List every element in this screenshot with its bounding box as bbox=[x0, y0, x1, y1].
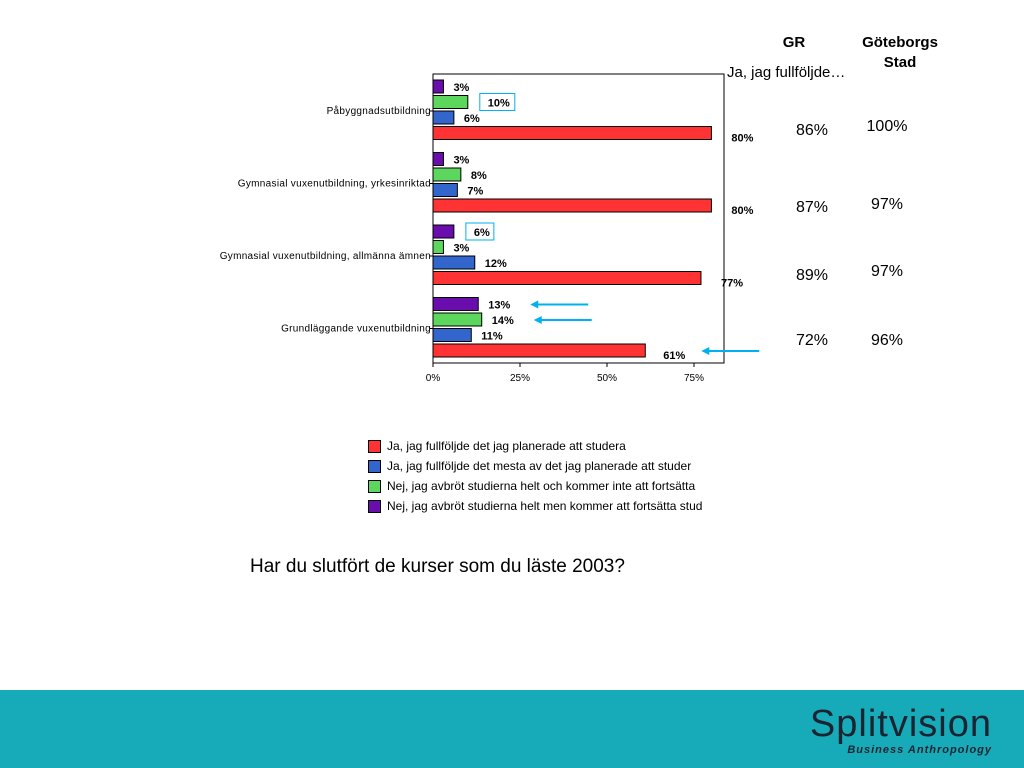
legend-label: Nej, jag avbröt studierna helt men komme… bbox=[387, 499, 703, 513]
legend-item: Ja, jag fullföljde det jag planerade att… bbox=[368, 436, 702, 456]
bar bbox=[432, 271, 702, 285]
highlight-box bbox=[479, 93, 516, 111]
category-label: Gymnasial vuxenutbildning, allmänna ämne… bbox=[220, 251, 431, 262]
bar bbox=[432, 126, 712, 140]
data-label: 77% bbox=[721, 278, 743, 290]
arrow-head bbox=[533, 316, 542, 324]
chart-legend: Ja, jag fullföljde det jag planerade att… bbox=[368, 436, 702, 516]
side-subheader: Ja, jag fullföljde… bbox=[727, 64, 846, 81]
goteborg-header-line2: Stad bbox=[883, 54, 917, 71]
bar bbox=[432, 183, 458, 197]
bar bbox=[432, 224, 455, 239]
bar bbox=[432, 240, 444, 254]
highlight-box bbox=[465, 222, 495, 241]
data-label: 8% bbox=[471, 170, 487, 182]
category-label: Påbyggnadsutbildning bbox=[327, 105, 431, 117]
category-label: Gymnasial vuxenutbildning, yrkesinriktad bbox=[238, 179, 431, 190]
arrow-head bbox=[701, 347, 710, 355]
x-tick-label: 75% bbox=[684, 373, 704, 384]
goteborg-value: 96% bbox=[870, 332, 904, 349]
gr-header: GR bbox=[782, 34, 806, 51]
data-label: 11% bbox=[481, 331, 503, 343]
bar bbox=[432, 343, 646, 358]
legend-label: Nej, jag avbröt studierna helt och komme… bbox=[387, 479, 696, 493]
gr-value: 72% bbox=[795, 332, 829, 349]
bar bbox=[432, 95, 469, 109]
bar bbox=[432, 198, 712, 213]
legend-label: Ja, jag fullföljde det mesta av det jag … bbox=[387, 459, 692, 473]
data-label: 7% bbox=[467, 186, 483, 198]
logo-main-text: Splitvision bbox=[809, 703, 992, 745]
data-label: 13% bbox=[488, 300, 510, 312]
x-tick-label: 0% bbox=[426, 373, 441, 384]
gr-value: 87% bbox=[795, 199, 829, 216]
legend-item: Nej, jag avbröt studierna helt och komme… bbox=[368, 476, 702, 496]
logo-sub-text: Business Anthropology bbox=[847, 744, 992, 756]
x-tick-label: 25% bbox=[510, 373, 530, 384]
gr-value: 86% bbox=[795, 122, 829, 139]
data-label: 10% bbox=[488, 98, 510, 110]
goteborg-value: 97% bbox=[870, 263, 904, 280]
plot-area bbox=[432, 73, 725, 364]
question-text: Har du slutfört de kurser som du läste 2… bbox=[250, 556, 625, 577]
data-label: 3% bbox=[453, 82, 469, 94]
data-label: 14% bbox=[492, 315, 514, 327]
bar-chart: 0% 25% 50% 75% Påbyggnadsutbildning 3% 10% 6% 80… bbox=[220, 73, 760, 384]
bar bbox=[432, 255, 476, 270]
goteborg-header-line1: Göteborgs bbox=[862, 34, 938, 51]
bar bbox=[432, 312, 483, 327]
legend-item: Ja, jag fullföljde det mesta av det jag … bbox=[368, 456, 702, 476]
bar bbox=[432, 152, 444, 166]
bar bbox=[432, 167, 462, 182]
goteborg-value: 100% bbox=[866, 118, 908, 135]
data-label: 80% bbox=[731, 133, 753, 145]
splitvision-logo: Splitvision Business Anthropology bbox=[810, 704, 992, 756]
footer-bar: Splitvision Business Anthropology bbox=[0, 690, 1024, 768]
data-label: 6% bbox=[474, 227, 490, 239]
data-label: 61% bbox=[663, 350, 685, 362]
legend-item: Nej, jag avbröt studierna helt men komme… bbox=[368, 496, 702, 516]
data-label: 3% bbox=[453, 155, 469, 167]
category-label: Grundläggande vuxenutbildning bbox=[281, 324, 431, 335]
goteborg-value: 97% bbox=[870, 196, 904, 213]
gr-value: 89% bbox=[795, 267, 829, 284]
data-label: 6% bbox=[464, 113, 480, 125]
legend-label: Ja, jag fullföljde det jag planerade att… bbox=[387, 439, 626, 453]
x-tick-label: 50% bbox=[597, 373, 617, 384]
data-label: 3% bbox=[453, 243, 469, 255]
legend-swatch bbox=[368, 459, 381, 473]
bar bbox=[432, 297, 479, 311]
bar bbox=[432, 79, 444, 94]
bar bbox=[432, 110, 455, 125]
legend-swatch bbox=[368, 479, 381, 493]
legend-swatch bbox=[368, 439, 381, 453]
bar bbox=[432, 328, 472, 342]
data-label: 80% bbox=[731, 205, 753, 217]
arrow-head bbox=[530, 300, 539, 309]
legend-swatch bbox=[368, 499, 381, 513]
data-label: 12% bbox=[485, 258, 507, 270]
